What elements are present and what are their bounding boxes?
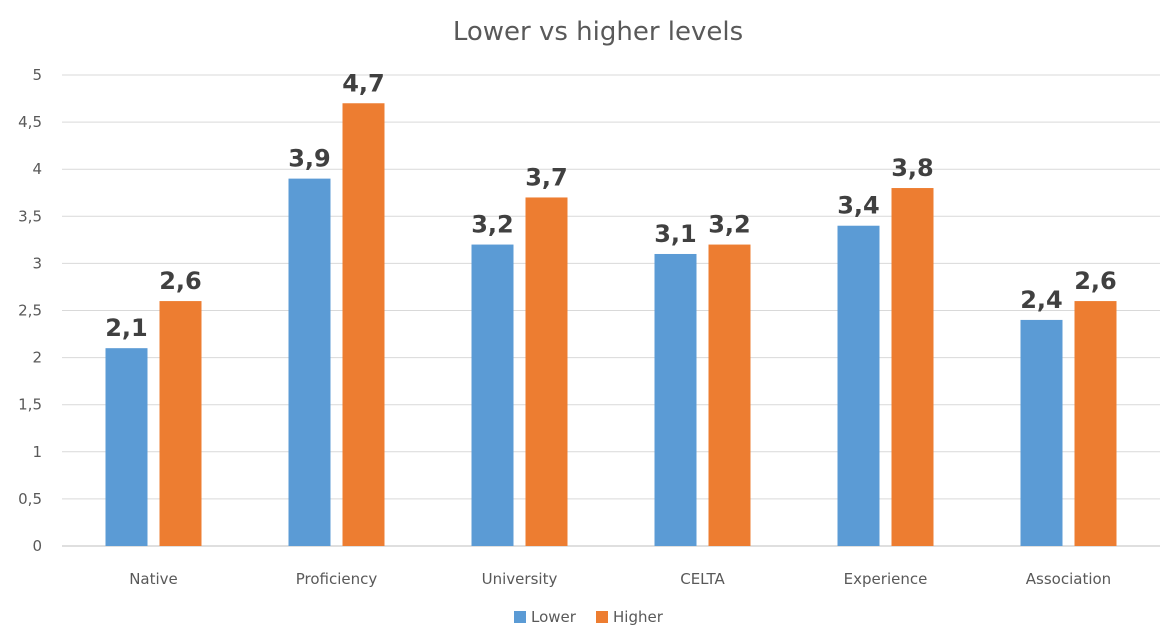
- legend-label-lower: Lower: [531, 608, 577, 626]
- data-label: 3,8: [891, 154, 934, 182]
- data-label: 3,2: [471, 211, 514, 239]
- legend-swatch-higher: [596, 611, 608, 623]
- legend-swatch-lower: [514, 611, 526, 623]
- y-tick-label: 0: [32, 537, 42, 555]
- x-tick-label: Native: [129, 570, 178, 588]
- x-axis-ticks: Native Proficiency University CELTA Experien…: [129, 570, 1111, 588]
- legend-label-higher: Higher: [613, 608, 664, 626]
- y-tick-label: 4: [32, 160, 42, 178]
- y-tick-label: 1,5: [18, 396, 42, 414]
- data-label: 3,7: [525, 163, 568, 191]
- bar-lower-university: [471, 244, 514, 546]
- bar-higher-native: [159, 301, 202, 546]
- data-label: 2,1: [105, 314, 148, 342]
- y-tick-label: 3: [32, 254, 42, 272]
- bar-higher-association: [1074, 301, 1117, 546]
- chart-title: Lower vs higher levels: [453, 17, 743, 47]
- gridlines: [62, 74, 1160, 547]
- y-tick-label: 1: [32, 443, 42, 461]
- bars: [105, 103, 1117, 547]
- bar-lower-association: [1020, 319, 1063, 546]
- data-label: 3,1: [654, 220, 697, 248]
- bar-lower-experience: [837, 225, 880, 546]
- bar-higher-proficiency: [342, 103, 385, 546]
- data-label: 2,4: [1020, 286, 1063, 314]
- bar-lower-native: [105, 348, 148, 546]
- y-tick-label: 0,5: [18, 490, 42, 508]
- legend: Lower Higher: [514, 608, 664, 626]
- x-tick-label: CELTA: [680, 570, 725, 588]
- x-tick-label: Experience: [844, 570, 928, 588]
- data-label: 2,6: [159, 267, 202, 295]
- bar-lower-proficiency: [288, 178, 331, 546]
- y-tick-label: 3,5: [18, 207, 42, 225]
- bar-lower-celta: [654, 253, 697, 547]
- data-label: 3,9: [288, 145, 331, 173]
- y-tick-label: 4,5: [18, 113, 42, 131]
- data-label: 2,6: [1074, 267, 1117, 295]
- y-tick-label: 5: [32, 66, 42, 84]
- x-tick-label: University: [482, 570, 558, 588]
- x-tick-label: Association: [1026, 570, 1111, 588]
- y-tick-label: 2: [32, 349, 42, 367]
- data-labels: 2,1 2,6 3,9 4,7 3,2 3,7 3,1 3,2 3,4 3,8 2,4 2,6: [105, 69, 1117, 342]
- bar-higher-celta: [708, 244, 751, 546]
- data-label: 3,2: [708, 211, 751, 239]
- y-axis-ticks: 0 0,5 1 1,5 2 2,5 3 3,5 4 4,5 5: [18, 66, 42, 555]
- data-label: 4,7: [342, 69, 385, 97]
- bar-higher-experience: [891, 188, 934, 547]
- data-label: 3,4: [837, 192, 880, 220]
- y-tick-label: 2,5: [18, 302, 42, 320]
- x-tick-label: Proficiency: [296, 570, 378, 588]
- bar-higher-university: [525, 197, 568, 546]
